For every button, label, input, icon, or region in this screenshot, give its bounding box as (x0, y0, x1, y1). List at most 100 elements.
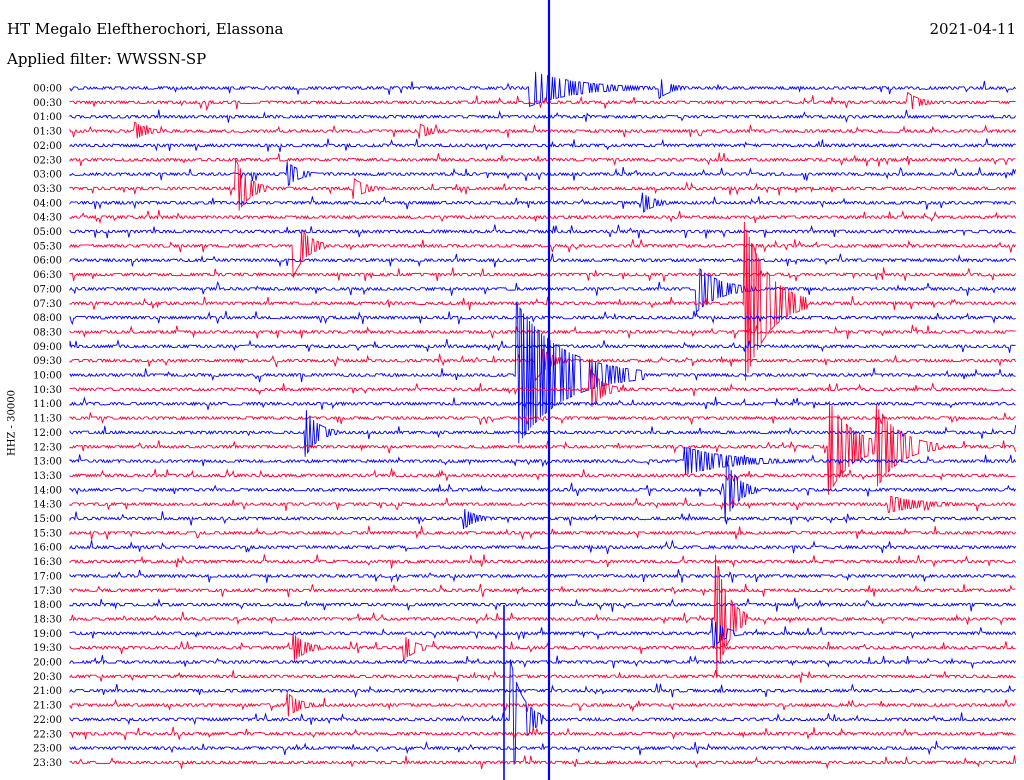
trace-row (69, 554, 1016, 678)
trace-row (69, 109, 1016, 124)
row-time-label: 06:00 (33, 256, 62, 267)
row-time-label: 04:00 (33, 198, 62, 209)
trace-row (69, 617, 1017, 649)
trace-row (69, 632, 1016, 662)
row-time-labels: 00:00 00:30 01:00 01:30 02:00 02:30 03:00 03:30… (33, 84, 62, 769)
trace-row (69, 740, 1016, 756)
trace-row (69, 659, 1016, 765)
trace-row (69, 669, 1016, 683)
trace-row (69, 324, 1016, 339)
trace-row (69, 583, 1016, 598)
trace-row (69, 224, 1016, 239)
filter-label: Applied filter: WWSSN-SP (7, 50, 207, 68)
row-time-label: 02:30 (33, 155, 62, 166)
row-time-label: 14:30 (33, 500, 62, 511)
row-time-label: 01:30 (33, 127, 62, 138)
trace-row (69, 495, 1016, 514)
trace-row (69, 91, 1016, 112)
trace-row (69, 152, 1016, 167)
row-time-label: 15:30 (33, 528, 62, 539)
row-time-label: 10:00 (33, 371, 62, 382)
row-time-label: 08:00 (33, 313, 62, 324)
row-time-label: 00:00 (33, 84, 62, 95)
trace-row (69, 401, 1017, 495)
trace-row (69, 121, 1016, 139)
trace-row (69, 569, 1016, 583)
trace-row (69, 253, 1016, 268)
row-time-label: 23:00 (33, 744, 62, 755)
trace-row (69, 396, 1016, 410)
trace-row (69, 446, 1017, 475)
trace-row (69, 508, 1016, 530)
row-time-label: 01:00 (33, 112, 62, 123)
seismic-traces (69, 71, 1017, 770)
trace-row (69, 366, 1016, 407)
row-time-label: 07:00 (33, 284, 62, 295)
row-time-label: 19:30 (33, 643, 62, 654)
trace-row (69, 301, 1016, 444)
row-time-label: 03:00 (33, 170, 62, 181)
row-time-label: 09:00 (33, 342, 62, 353)
row-time-label: 16:00 (33, 543, 62, 554)
trace-row (69, 468, 1016, 483)
trace-row (69, 726, 1016, 741)
date-label: 2021-04-11 (929, 20, 1016, 38)
trace-row (69, 192, 1016, 213)
trace-row (69, 554, 1016, 569)
trace-row (69, 71, 1016, 107)
row-time-label: 16:30 (33, 557, 62, 568)
row-time-label: 21:00 (33, 686, 62, 697)
trace-row (69, 221, 1016, 381)
row-time-label: 22:00 (33, 715, 62, 726)
row-time-label: 10:30 (33, 385, 62, 396)
trace-row (69, 410, 1017, 457)
trace-row (69, 267, 1016, 282)
row-time-label: 21:30 (33, 701, 62, 712)
row-time-label: 23:30 (33, 758, 62, 769)
row-time-label: 11:30 (33, 414, 62, 425)
trace-row (69, 158, 1016, 211)
row-time-label: 18:30 (33, 614, 62, 625)
trace-row (69, 412, 1016, 425)
row-time-label: 14:00 (33, 485, 62, 496)
row-time-label: 08:30 (33, 327, 62, 338)
trace-row (69, 597, 1016, 612)
trace-row (69, 755, 1017, 770)
trace-row (69, 161, 1017, 187)
station-name: HT Megalo Eleftherochori, Elassona (7, 20, 284, 38)
trace-row (69, 209, 1017, 225)
row-time-label: 04:30 (33, 213, 62, 224)
trace-row (69, 540, 1016, 554)
row-time-label: 20:00 (33, 658, 62, 669)
row-time-label: 20:30 (33, 672, 62, 683)
trace-row (69, 525, 1016, 541)
trace-row (69, 692, 1016, 717)
row-time-label: 07:30 (33, 299, 62, 310)
row-time-label: 05:00 (33, 227, 62, 238)
row-time-label: 13:30 (33, 471, 62, 482)
row-time-label: 03:30 (33, 184, 62, 195)
row-time-label: 09:30 (33, 356, 62, 367)
trace-row (69, 138, 1016, 153)
row-time-label: 00:30 (33, 98, 62, 109)
row-time-label: 02:00 (33, 141, 62, 152)
time-markers (503, 0, 551, 780)
row-time-label: 22:30 (33, 729, 62, 740)
row-time-label: 18:00 (33, 600, 62, 611)
trace-row (69, 655, 1016, 670)
row-time-label: 12:00 (33, 428, 62, 439)
trace-row (69, 460, 1016, 522)
row-time-label: 11:00 (33, 399, 62, 410)
trace-row (69, 268, 1017, 314)
row-time-label: 06:30 (33, 270, 62, 281)
row-time-label: 15:00 (33, 514, 62, 525)
trace-row (69, 229, 1016, 278)
trace-row (69, 310, 1016, 326)
row-time-label: 13:00 (33, 457, 62, 468)
row-time-label: 12:30 (33, 442, 62, 453)
row-time-label: 19:00 (33, 629, 62, 640)
row-time-label: 05:30 (33, 241, 62, 252)
row-time-label: 17:00 (33, 571, 62, 582)
row-time-label: 17:30 (33, 586, 62, 597)
